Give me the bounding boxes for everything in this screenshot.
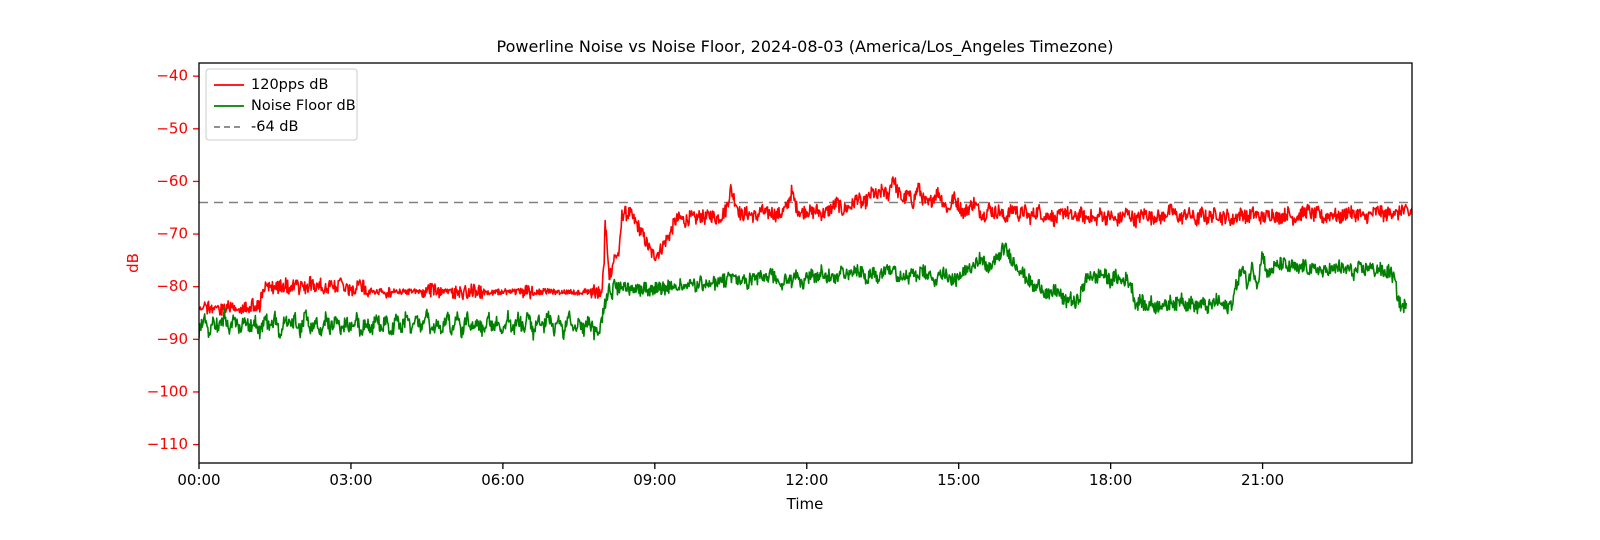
legend-label: 120pps dB xyxy=(251,77,328,93)
series-line xyxy=(199,242,1408,341)
legend-box xyxy=(205,68,358,141)
x-tick-label: 15:00 xyxy=(937,471,980,489)
y-tick-label: −40 xyxy=(156,67,188,85)
x-tick-label: 00:00 xyxy=(177,471,220,489)
x-tick-label: 09:00 xyxy=(633,471,676,489)
chart-legend[interactable]: 120pps dB Noise Floor dB -64 dB xyxy=(205,68,358,141)
y-tick-label: −110 xyxy=(147,435,188,453)
y-tick-label: −90 xyxy=(156,330,188,348)
y-axis-ticks: −40 −50 −60 −70 −80 −90 −100 −110 xyxy=(147,67,199,453)
y-tick-label: −70 xyxy=(156,225,188,243)
x-tick-label: 21:00 xyxy=(1241,471,1284,489)
data-series xyxy=(199,176,1412,341)
y-tick-label: −60 xyxy=(156,172,188,190)
x-tick-label: 18:00 xyxy=(1089,471,1132,489)
y-tick-label: −100 xyxy=(147,382,188,400)
plot-frame xyxy=(198,62,1413,464)
legend-label: Noise Floor dB xyxy=(251,98,356,114)
x-tick-label: 12:00 xyxy=(785,471,828,489)
x-tick-label: 03:00 xyxy=(329,471,372,489)
x-axis-ticks: 00:00 03:00 06:00 09:00 12:00 15:00 18:00 21:00 xyxy=(177,463,1284,489)
x-axis-title: Time xyxy=(786,495,824,513)
x-tick-label: 06:00 xyxy=(481,471,524,489)
y-tick-label: −50 xyxy=(156,119,188,137)
y-axis-title: dB xyxy=(124,253,142,273)
series-line xyxy=(199,176,1412,316)
y-tick-label: −80 xyxy=(156,277,188,295)
legend-label: -64 dB xyxy=(251,119,298,135)
chart-title: Powerline Noise vs Noise Floor, 2024-08-… xyxy=(497,37,1114,57)
